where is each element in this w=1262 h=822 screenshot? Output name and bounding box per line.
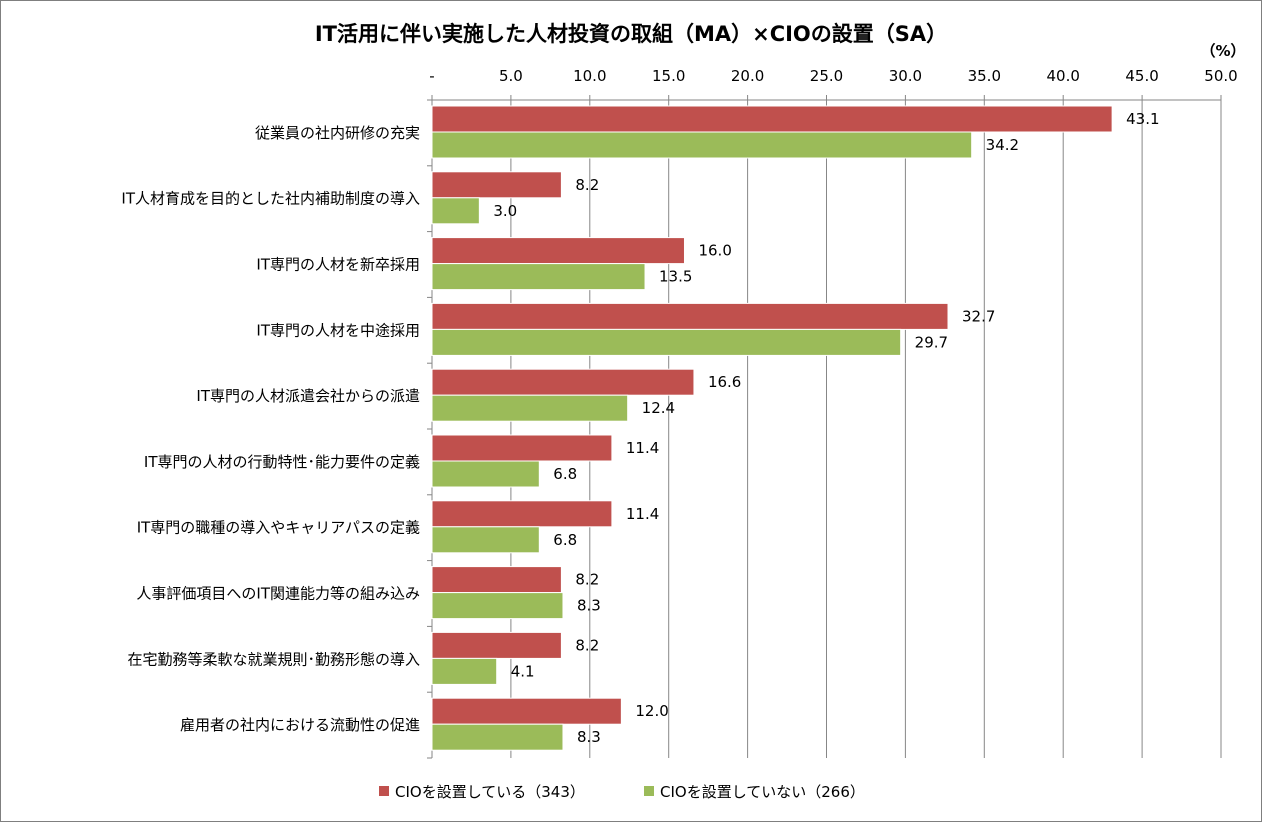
x-tick-label: 15.0 — [652, 67, 685, 85]
data-label: 16.0 — [698, 242, 731, 260]
bar-cio-not-set — [431, 394, 629, 422]
data-label: 32.7 — [962, 307, 995, 325]
data-label: 4.1 — [511, 662, 535, 680]
bar-cio-not-set — [431, 657, 498, 685]
data-label: 11.4 — [626, 505, 659, 523]
legend-swatch-cio-set — [379, 786, 389, 796]
data-label: 13.5 — [659, 268, 692, 286]
x-tick-label: 30.0 — [889, 67, 922, 85]
bar-cio-not-set — [431, 197, 480, 225]
category-label: IT人材育成を目的とした社内補助制度の導入 — [121, 190, 420, 208]
data-label: 8.2 — [575, 176, 599, 194]
x-axis-ticks: - 5.0 10.0 15.0 20.0 25.0 30.0 35.0 40.0 45.0 50.0 — [429, 67, 1237, 85]
bar-cio-not-set — [431, 460, 540, 488]
data-label: 16.6 — [708, 373, 741, 391]
bars — [431, 105, 1113, 751]
category-label: IT専門の人材の行動特性･能力要件の定義 — [144, 453, 420, 471]
category-label: 在宅勤務等柔軟な就業規則･勤務形態の導入 — [127, 650, 420, 668]
category-label: 人事評価項目へのIT関連能力等の組み込み — [136, 585, 420, 603]
gridlines — [427, 95, 1222, 759]
bar-cio-set — [431, 171, 562, 199]
data-label: 6.8 — [553, 465, 577, 483]
x-tick-label: 35.0 — [968, 67, 1001, 85]
bar-cio-set — [431, 434, 613, 462]
category-label: IT専門の人材派遣会社からの派遣 — [196, 387, 420, 405]
data-label: 11.4 — [626, 439, 659, 457]
bar-cio-set — [431, 566, 562, 594]
x-tick-label: 25.0 — [810, 67, 843, 85]
bar-cio-set — [431, 697, 622, 725]
x-tick-label: 50.0 — [1204, 67, 1237, 85]
data-label: 8.2 — [575, 636, 599, 654]
data-label: 43.1 — [1126, 110, 1159, 128]
unit-label: （%） — [1200, 42, 1245, 60]
bar-cio-set — [431, 105, 1113, 133]
bar-cio-set — [431, 237, 685, 265]
x-tick-label: 40.0 — [1046, 67, 1079, 85]
category-label: IT専門の職種の導入やキャリアパスの定義 — [137, 519, 420, 537]
bar-cio-not-set — [431, 526, 540, 554]
bar-cio-set — [431, 631, 562, 659]
y-axis-categories: 従業員の社内研修の充実 IT人材育成を目的とした社内補助制度の導入 IT専門の人材を… — [121, 124, 420, 734]
data-labels: 43.1 34.2 8.2 3.0 16.0 13.5 32.7 29.7 16.6 12.4 11… — [493, 110, 1159, 746]
legend-swatch-cio-not-set — [644, 786, 654, 796]
data-label: 12.4 — [642, 399, 675, 417]
data-label: 6.8 — [553, 531, 577, 549]
data-label: 34.2 — [986, 136, 1019, 154]
category-label: 従業員の社内研修の充実 — [255, 124, 420, 142]
legend: CIOを設置している（343） CIOを設置していない（266） — [379, 783, 865, 801]
category-label: IT専門の人材を新卒採用 — [256, 256, 420, 274]
category-label: 雇用者の社内における流動性の促進 — [180, 716, 420, 734]
data-label: 29.7 — [915, 333, 948, 351]
bar-cio-not-set — [431, 723, 564, 751]
data-label: 12.0 — [635, 702, 668, 720]
chart-title: IT活用に伴い実施した人材投資の取組（MA）×CIOの設置（SA） — [315, 22, 947, 46]
data-label: 8.2 — [575, 571, 599, 589]
data-label: 8.3 — [577, 728, 601, 746]
bar-cio-not-set — [431, 131, 973, 159]
bar-cio-not-set — [431, 592, 564, 620]
bar-cio-not-set — [431, 263, 646, 291]
x-tick-label: 5.0 — [499, 67, 523, 85]
bar-cio-set — [431, 368, 695, 396]
data-label: 8.3 — [577, 597, 601, 615]
legend-label-cio-set: CIOを設置している（343） — [395, 783, 585, 801]
bar-cio-set — [431, 500, 613, 528]
x-tick-label: 45.0 — [1125, 67, 1158, 85]
category-label: IT専門の人材を中途採用 — [256, 321, 420, 339]
data-label: 3.0 — [493, 202, 517, 220]
x-tick-label: - — [429, 67, 434, 85]
bar-cio-not-set — [431, 328, 902, 356]
bar-cio-set — [431, 302, 949, 330]
legend-label-cio-not-set: CIOを設置していない（266） — [660, 783, 865, 801]
x-tick-label: 20.0 — [731, 67, 764, 85]
x-tick-label: 10.0 — [573, 67, 606, 85]
